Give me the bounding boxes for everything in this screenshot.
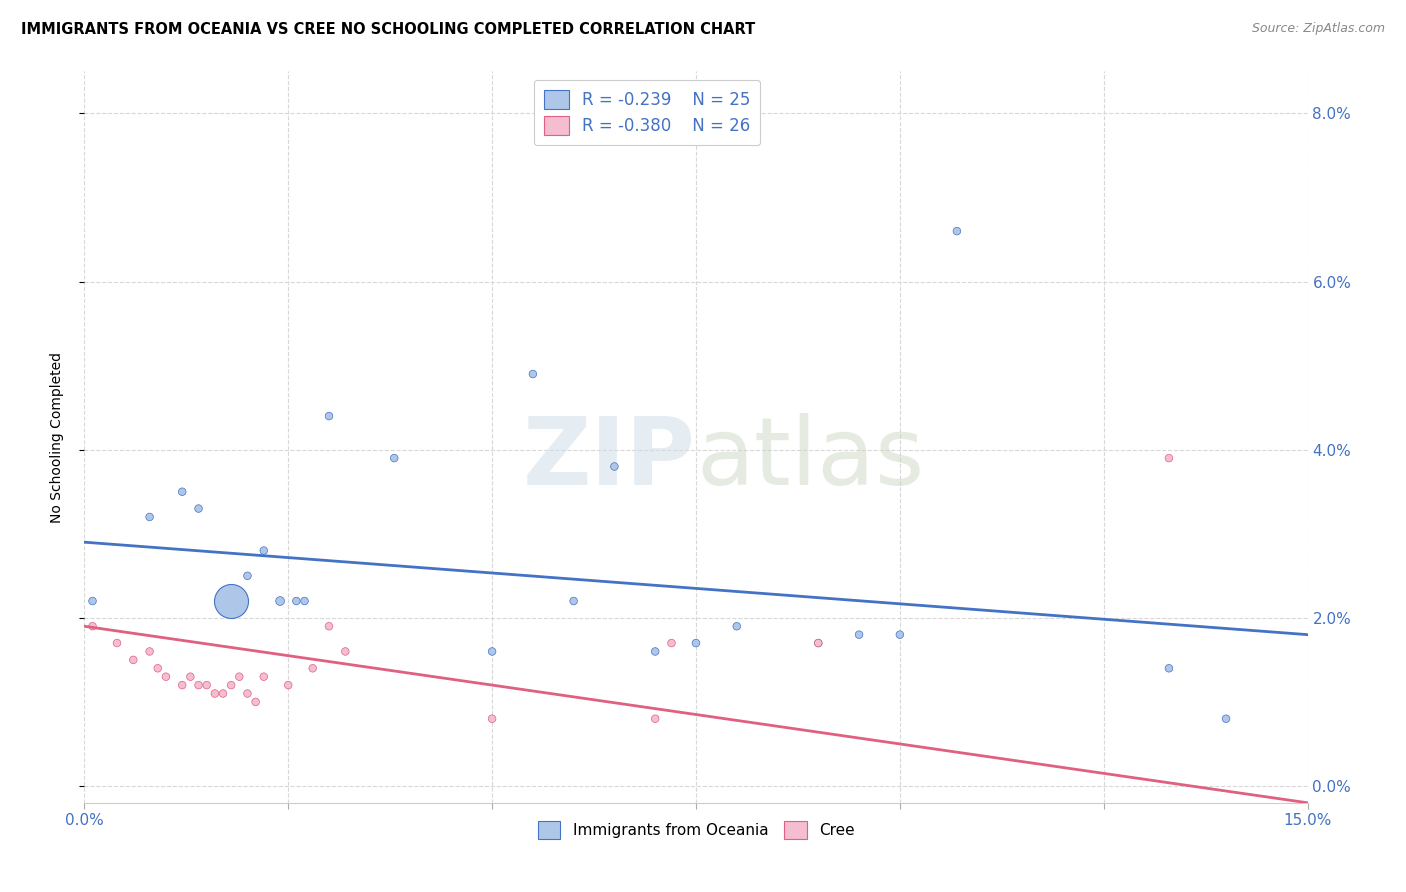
Text: atlas: atlas [696, 413, 924, 505]
Point [236, 686, 259, 700]
Point [155, 670, 177, 684]
Point [725, 619, 748, 633]
Point [82, 594, 104, 608]
Point [318, 409, 340, 423]
Point [122, 653, 145, 667]
Point [1215, 712, 1237, 726]
Point [1157, 661, 1180, 675]
Point [82, 619, 104, 633]
Point [195, 678, 218, 692]
Point [848, 627, 870, 641]
Y-axis label: No Schooling Completed: No Schooling Completed [49, 351, 63, 523]
Point [187, 678, 209, 692]
Point [146, 661, 169, 675]
Point [219, 594, 242, 608]
Point [685, 636, 707, 650]
Point [301, 661, 323, 675]
Point [105, 636, 128, 650]
Point [603, 459, 626, 474]
Point [138, 510, 160, 524]
Point [807, 636, 830, 650]
Point [219, 594, 242, 608]
Point [285, 594, 308, 608]
Point [807, 636, 830, 650]
Text: Source: ZipAtlas.com: Source: ZipAtlas.com [1251, 22, 1385, 36]
Point [889, 627, 911, 641]
Point [946, 224, 969, 238]
Point [245, 695, 267, 709]
Text: IMMIGRANTS FROM OCEANIA VS CREE NO SCHOOLING COMPLETED CORRELATION CHART: IMMIGRANTS FROM OCEANIA VS CREE NO SCHOO… [21, 22, 755, 37]
Point [219, 678, 242, 692]
Point [661, 636, 683, 650]
Point [277, 678, 299, 692]
Point [253, 543, 276, 558]
Point [172, 678, 194, 692]
Point [179, 670, 201, 684]
Point [269, 594, 291, 608]
Point [318, 619, 340, 633]
Point [481, 644, 503, 658]
Point [138, 644, 160, 658]
Point [522, 367, 544, 381]
Point [236, 569, 259, 583]
Point [253, 670, 276, 684]
Point [187, 501, 209, 516]
Point [294, 594, 316, 608]
Point [644, 712, 666, 726]
Point [562, 594, 585, 608]
Point [1157, 451, 1180, 466]
Point [204, 686, 226, 700]
Legend: Immigrants from Oceania, Cree: Immigrants from Oceania, Cree [530, 814, 862, 847]
Point [644, 644, 666, 658]
Point [212, 686, 235, 700]
Point [172, 484, 194, 499]
Point [382, 451, 405, 466]
Point [335, 644, 357, 658]
Point [228, 670, 250, 684]
Text: ZIP: ZIP [523, 413, 696, 505]
Point [481, 712, 503, 726]
